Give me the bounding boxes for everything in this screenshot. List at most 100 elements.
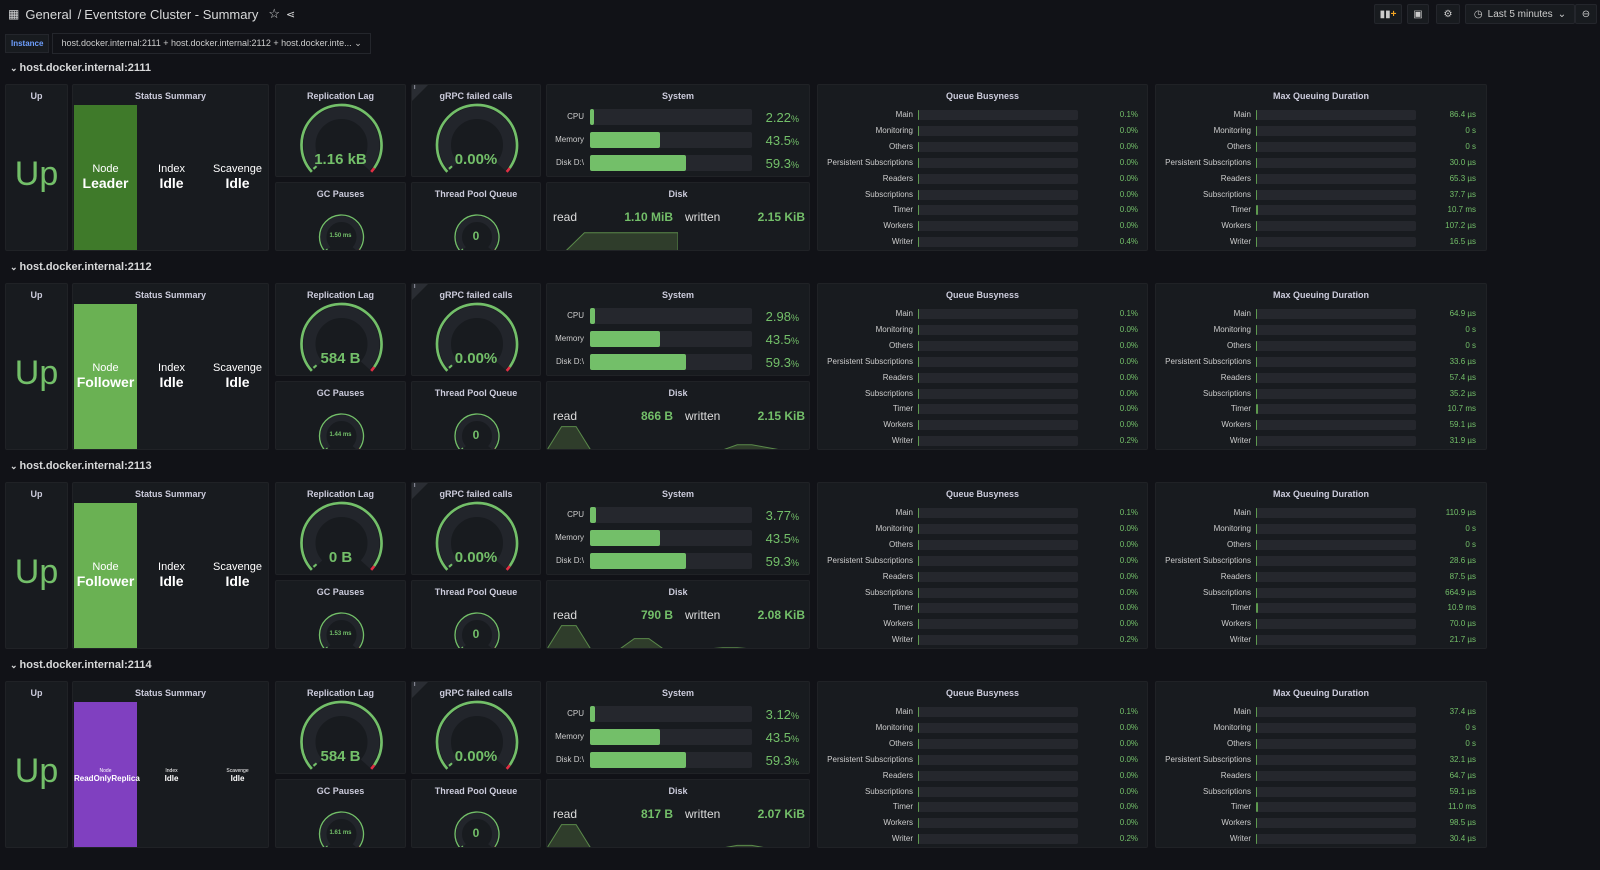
- system-cpu-row: CPU 2.98%: [547, 308, 809, 324]
- max-queuing-duration-value: 64.9 µs: [1449, 309, 1476, 318]
- max-queuing-duration-row: Main 110.9 µs: [1156, 507, 1486, 519]
- max-queuing-duration-value: 86.4 µs: [1449, 110, 1476, 119]
- replication-lag-gauge-threshold-green: [300, 700, 383, 770]
- thread-pool-queue-gauge-track: [456, 415, 498, 449]
- queue-busyness-bar: [918, 237, 1078, 248]
- status-summary-panel: Status Summary Node Follower Index Idle Scave…: [72, 283, 269, 450]
- system-memory-label: Memory: [555, 732, 584, 741]
- max-queuing-duration-label: Readers: [1220, 372, 1251, 382]
- add-panel-button[interactable]: ▮▮+: [1374, 4, 1402, 24]
- queue-busyness-bar: [918, 802, 1078, 813]
- thread-pool-queue-gauge-threshold-green: [454, 612, 500, 648]
- gc-pauses-gauge: [318, 612, 365, 648]
- gc-pauses-panel: GC Pauses 1.61 ms: [275, 779, 406, 848]
- page-title[interactable]: Eventstore Cluster - Summary: [84, 6, 259, 22]
- chevron-down-icon: ⌄: [10, 660, 18, 670]
- save-icon: ▣: [1413, 8, 1423, 20]
- queue-busyness-value: 0.0%: [1119, 141, 1138, 151]
- queue-busyness-row: Timer 0.0%: [818, 602, 1147, 614]
- instance-select-value: host.docker.internal:2111 + host.docker.…: [61, 37, 352, 48]
- thread-pool-queue-gauge-track: [456, 216, 498, 250]
- max-queuing-duration-label: Workers: [1221, 420, 1251, 430]
- info-corner-icon[interactable]: i: [412, 682, 428, 698]
- system-cpu-label: CPU: [567, 311, 584, 320]
- replication-lag-gauge-track: [303, 505, 380, 569]
- queue-busyness-bar-fill: [918, 587, 919, 598]
- section-title: host.docker.internal:2112: [19, 261, 152, 273]
- settings-button[interactable]: ⚙: [1436, 4, 1460, 24]
- value-unit: %: [790, 734, 799, 744]
- max-queuing-duration-label: Monitoring: [1213, 722, 1251, 732]
- info-corner-icon[interactable]: i: [412, 483, 428, 499]
- value-number: 59.3: [765, 554, 791, 569]
- zoom-out-button[interactable]: ⊖: [1575, 4, 1597, 24]
- queue-busyness-value: 0.0%: [1119, 173, 1138, 183]
- scavenge-value: Idle: [225, 374, 250, 390]
- queue-busyness-label: Writer: [891, 834, 913, 844]
- disk-read-area: [547, 426, 591, 449]
- index-status: Index Idle: [139, 561, 204, 589]
- queue-busyness-row: Persistent Subscriptions 0.0%: [818, 157, 1147, 169]
- queue-busyness-bar-fill: [918, 356, 919, 367]
- panel-title: System: [661, 91, 695, 101]
- queue-busyness-label: Persistent Subscriptions: [827, 754, 913, 764]
- queue-busyness-value: 0.2%: [1119, 834, 1138, 844]
- index-label: Index: [158, 163, 185, 175]
- max-queuing-duration-bar-fill: [1256, 388, 1257, 399]
- gc-pauses-panel: GC Pauses 1.50 ms: [275, 182, 406, 251]
- system-disk-bar-fill: [590, 553, 687, 569]
- replication-lag-gauge-threshold-red: [370, 764, 376, 770]
- max-queuing-duration-bar-fill: [1256, 603, 1259, 614]
- instance-select[interactable]: host.docker.internal:2111 + host.docker.…: [52, 32, 371, 54]
- queue-busyness-bar-fill: [918, 786, 919, 797]
- star-icon[interactable]: ☆: [268, 6, 280, 21]
- disk-panel: Disk read 817 B written 2.07 KiB: [546, 779, 810, 848]
- max-queuing-duration-value: 107.2 µs: [1445, 221, 1476, 231]
- max-queuing-duration-bar: [1256, 173, 1416, 184]
- queue-busyness-bar: [918, 754, 1078, 765]
- gc-pauses-value: 1.53 ms: [329, 631, 352, 637]
- dashboards-grid-icon[interactable]: ▦: [8, 7, 20, 21]
- max-queuing-duration-bar-fill: [1256, 372, 1257, 383]
- up-panel: Up Up: [5, 681, 68, 848]
- queue-busyness-value: 0.0%: [1119, 340, 1138, 350]
- replication-lag-value: 584 B: [320, 748, 361, 765]
- replication-lag-value: 1.16 kB: [314, 151, 367, 168]
- section-header[interactable]: ⌄ host.docker.internal:2113: [10, 460, 152, 472]
- queue-busyness-bar: [918, 539, 1078, 550]
- queue-busyness-label: Timer: [892, 603, 913, 613]
- time-range-picker[interactable]: ◷ Last 5 minutes ⌄: [1465, 4, 1575, 24]
- max-queuing-duration-value: 10.7 ms: [1447, 205, 1476, 215]
- disk-panel: Disk read 866 B written 2.15 KiB: [546, 381, 810, 450]
- section-header[interactable]: ⌄ host.docker.internal:2114: [10, 659, 152, 671]
- info-corner-icon[interactable]: i: [412, 85, 428, 101]
- thread-pool-queue-value: 0: [472, 627, 480, 641]
- system-cpu-bar-fill: [590, 109, 595, 125]
- max-queuing-duration-bar-fill: [1256, 619, 1257, 630]
- queue-busyness-value: 0.1%: [1119, 707, 1138, 716]
- save-dashboard-button[interactable]: ▣: [1407, 4, 1429, 24]
- chevron-down-icon: ⌄: [1557, 8, 1567, 20]
- queue-busyness-row: Workers 0.0%: [818, 419, 1147, 431]
- queue-busyness-value: 0.0%: [1119, 722, 1138, 732]
- system-memory-value: 43.5%: [747, 332, 799, 347]
- max-queuing-duration-value: 0 s: [1465, 324, 1476, 334]
- max-queuing-duration-row: Readers 57.4 µs: [1156, 372, 1486, 384]
- max-queuing-duration-row: Main 64.9 µs: [1156, 308, 1486, 320]
- thread-pool-queue-gauge-threshold-green: [454, 413, 500, 449]
- queue-busyness-bar: [918, 340, 1078, 351]
- queue-busyness-row: Readers 0.0%: [818, 770, 1147, 782]
- section-header[interactable]: ⌄ host.docker.internal:2112: [10, 261, 152, 273]
- replication-lag-gauge: [300, 103, 383, 173]
- panel-title: Replication Lag: [306, 489, 374, 499]
- panel-title: GC Pauses: [316, 786, 365, 796]
- queue-busyness-row: Others 0.0%: [818, 340, 1147, 352]
- instance-variable: Instance host.docker.internal:2111 + hos…: [5, 32, 371, 54]
- section-header[interactable]: ⌄ host.docker.internal:2111: [10, 62, 151, 74]
- system-cpu-bar: [590, 308, 752, 324]
- breadcrumb-root[interactable]: General: [25, 6, 72, 22]
- info-corner-icon[interactable]: i: [412, 284, 428, 300]
- thread-pool-queue-gauge-track: [456, 614, 498, 648]
- share-icon[interactable]: ⋖: [285, 8, 296, 21]
- max-queuing-duration-bar: [1256, 324, 1416, 335]
